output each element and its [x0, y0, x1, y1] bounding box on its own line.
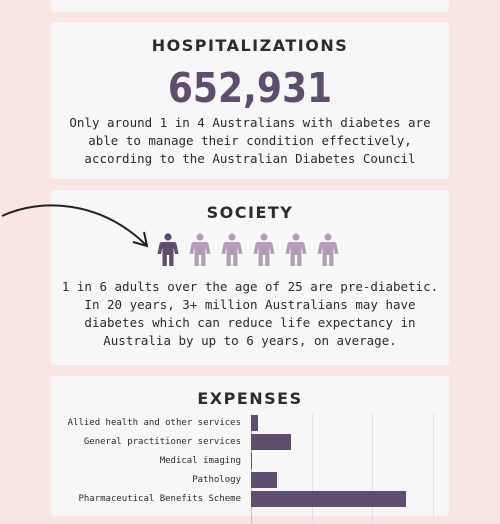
- previous-section-card: [51, 0, 449, 12]
- category-label: Pathology: [192, 475, 241, 485]
- person-icon: [252, 233, 276, 267]
- society-description: 1 in 6 adults over the age of 25 are pre…: [59, 278, 441, 350]
- bar: [251, 453, 252, 469]
- grid-line: [372, 414, 373, 524]
- category-label: Pharmaceutical Benefits Scheme: [78, 494, 241, 504]
- people-row: [156, 233, 340, 267]
- hospitalizations-description: Only around 1 in 4 Australians with diab…: [59, 114, 441, 168]
- expenses-card: EXPENSES Allied health and other service…: [51, 376, 449, 516]
- person-icon: [284, 233, 308, 267]
- expenses-title: EXPENSES: [51, 389, 449, 408]
- category-label: General practitioner services: [84, 437, 241, 447]
- grid-line: [312, 414, 313, 524]
- person-icon: [316, 233, 340, 267]
- bar: [251, 472, 277, 488]
- hospitalizations-number: 652,931: [75, 64, 425, 112]
- grid-line: [433, 414, 434, 524]
- person-icon: [188, 233, 212, 267]
- person-icon: [220, 233, 244, 267]
- hospitalizations-title: HOSPITALIZATIONS: [51, 36, 449, 55]
- expenses-chart: Allied health and other services General …: [51, 414, 449, 524]
- curved-arrow-icon: [0, 198, 160, 258]
- hospitalizations-card: HOSPITALIZATIONS 652,931 Only around 1 i…: [51, 22, 449, 179]
- category-label: Allied health and other services: [68, 418, 241, 428]
- bar: [251, 434, 291, 450]
- category-label: Medical imaging: [160, 456, 241, 466]
- bar: [251, 491, 406, 507]
- bar: [251, 415, 258, 431]
